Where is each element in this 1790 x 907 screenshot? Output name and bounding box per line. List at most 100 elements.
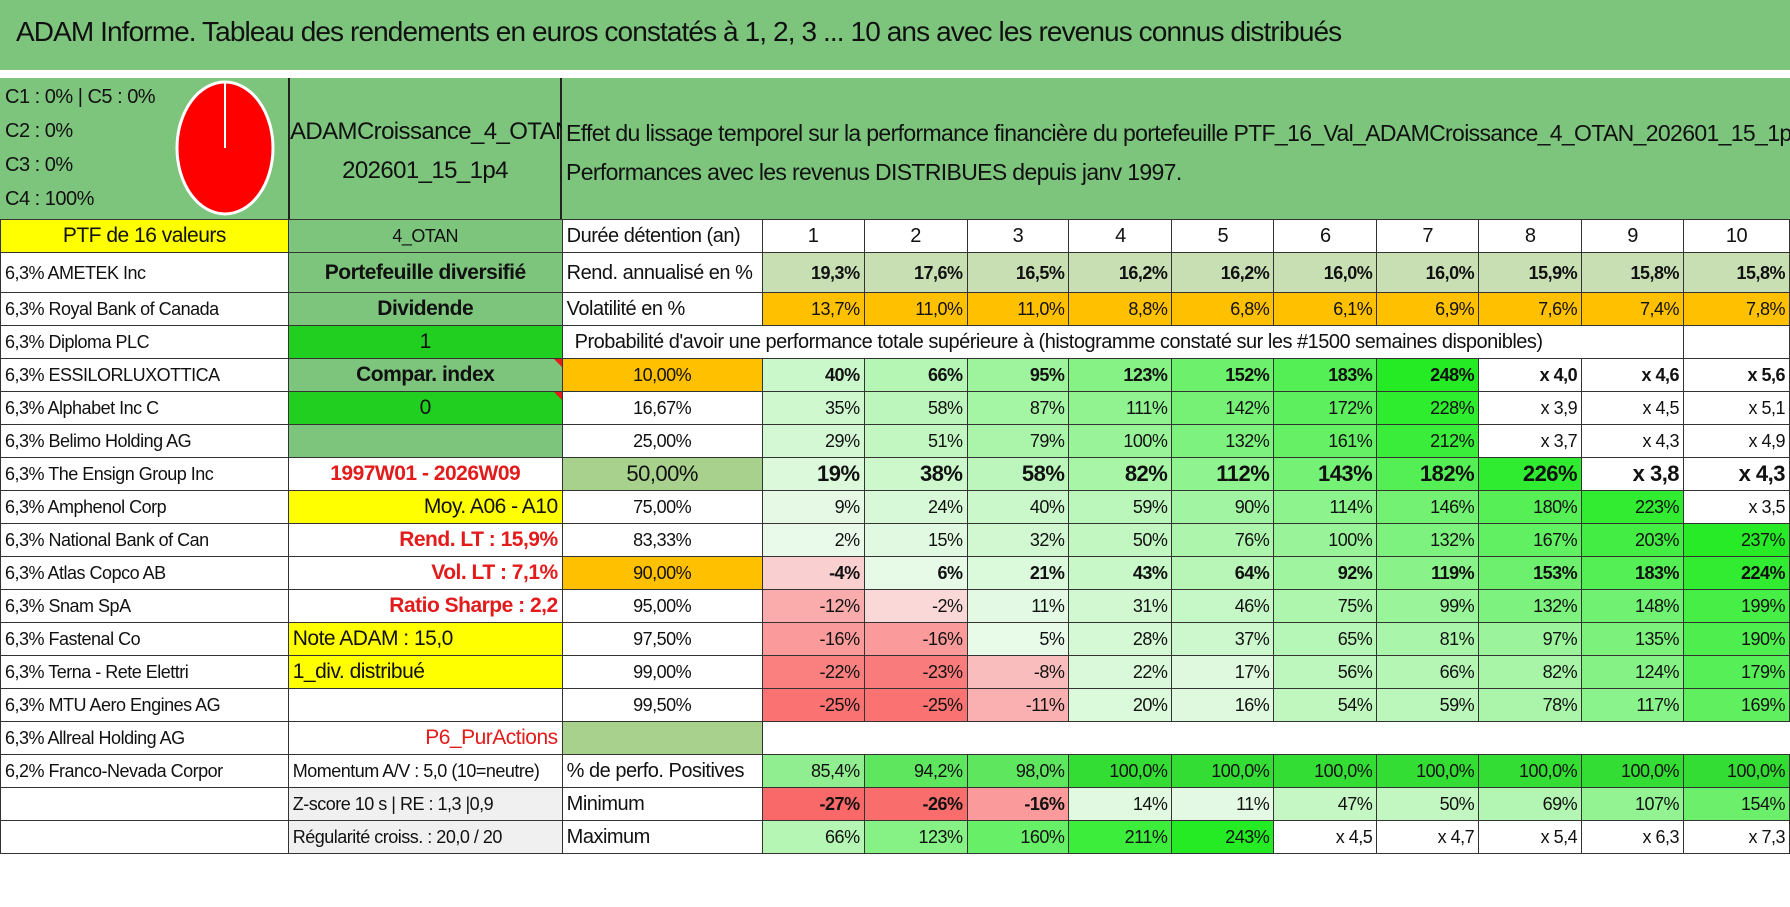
holding-6: 6,3% The Ensign Group Inc	[0, 457, 289, 491]
min-value: -16%	[966, 787, 1070, 821]
quantile-value: 15%	[863, 523, 968, 557]
pos-value: 98,0%	[966, 754, 1070, 788]
quantile-value: 6%	[863, 556, 968, 590]
year-header: 2	[863, 219, 968, 253]
allocation-line-3: C3 : 0%	[5, 154, 73, 176]
quantile-value: 24%	[863, 490, 968, 524]
spacer-green-cell	[561, 721, 763, 755]
pos-value: 85,4%	[761, 754, 865, 788]
pos-value: 100,0%	[1273, 754, 1378, 788]
table-row: 6,3% National Bank of Can Rend. LT : 15,9…	[0, 523, 1790, 557]
portfolio-name-line-1: ADAMCroissance_4_OTAN_	[290, 118, 585, 145]
quantile-label: 99,50%	[561, 688, 763, 722]
vol-value: 7,4%	[1581, 292, 1685, 326]
min-value: -27%	[761, 787, 865, 821]
pos-label: % de perfo. Positives	[561, 754, 763, 788]
quantile-value: 90%	[1171, 490, 1275, 524]
table-row: PTF de 16 valeurs 4_OTAN Durée détention (…	[0, 219, 1790, 253]
info-cell-12: Note ADAM : 15,0	[287, 622, 563, 656]
quantile-value: 167%	[1478, 523, 1583, 557]
quantile-value: 5%	[966, 622, 1070, 656]
vol-value: 6,9%	[1376, 292, 1480, 326]
quantile-value: 224%	[1683, 556, 1790, 590]
quantile-value: 179%	[1683, 655, 1790, 689]
table-row: 6,3% Atlas Copco AB Vol. LT : 7,1% 90,00% -…	[0, 556, 1790, 590]
vol-value: 8,8%	[1068, 292, 1173, 326]
portfolio-name-line-2: 202601_15_1p4	[342, 157, 508, 184]
quantile-value: 123%	[1068, 358, 1173, 392]
quantile-value: 59%	[1068, 490, 1173, 524]
quantile-label: 99,00%	[561, 655, 763, 689]
year-header: 4	[1068, 219, 1173, 253]
max-value: 66%	[761, 820, 865, 854]
quantile-value: -22%	[761, 655, 865, 689]
pos-value: 94,2%	[863, 754, 968, 788]
description: Effet du lissage temporel sur la perform…	[566, 114, 1790, 192]
max-value: x 4,7	[1376, 820, 1480, 854]
info-cell-8: Moy. A06 - A10	[287, 490, 563, 524]
quantile-value: 180%	[1478, 490, 1583, 524]
quantile-value: -12%	[761, 589, 865, 623]
quantile-value: 152%	[1171, 358, 1275, 392]
rend-value: 16,5%	[966, 252, 1070, 293]
quantile-value: 183%	[1273, 358, 1378, 392]
min-value: 11%	[1171, 787, 1275, 821]
quantile-value: 29%	[761, 424, 865, 458]
quantile-value: 190%	[1683, 622, 1790, 656]
quantile-value: 182%	[1376, 457, 1480, 491]
quantile-value: x 3,5	[1683, 490, 1790, 524]
rend-value: 16,2%	[1171, 252, 1275, 293]
quantile-value: 64%	[1171, 556, 1275, 590]
quantile-label: 95,00%	[561, 589, 763, 623]
holding-14: 6,3% Allreal Holding AG	[0, 721, 289, 755]
quantile-value: -11%	[966, 688, 1070, 722]
quantile-value: 35%	[761, 391, 865, 425]
quantile-value: 183%	[1581, 556, 1685, 590]
info-cell-15: P6_PurActions	[287, 721, 563, 755]
max-value: x 7,3	[1683, 820, 1790, 854]
quantile-value: 146%	[1376, 490, 1480, 524]
quantile-value: 124%	[1581, 655, 1685, 689]
pos-value: 100,0%	[1683, 754, 1790, 788]
vol-value: 11,0%	[863, 292, 968, 326]
quantile-value: 87%	[966, 391, 1070, 425]
min-value: 50%	[1376, 787, 1480, 821]
holding-10: 6,3% Snam SpA	[0, 589, 289, 623]
portfolio-name-panel: ADAMCroissance_4_OTAN_ 202601_15_1p4	[288, 78, 585, 219]
max-value: x 5,4	[1478, 820, 1583, 854]
report-title: ADAM Informe. Tableau des rendements en …	[16, 16, 1342, 47]
quantile-value: 132%	[1171, 424, 1275, 458]
title-bar: ADAM Informe. Tableau des rendements en …	[0, 0, 1790, 70]
holding-11: 6,3% Fastenal Co	[0, 622, 289, 656]
rend-value: 16,0%	[1376, 252, 1480, 293]
quantile-value: x 4,5	[1581, 391, 1685, 425]
quantile-value: 111%	[1068, 391, 1173, 425]
quantile-value: 75%	[1273, 589, 1378, 623]
table-row: 6,3% Royal Bank of Canada Dividende Volati…	[0, 292, 1790, 326]
info-cell-18: Régularité croiss. : 20,0 / 20	[287, 820, 563, 854]
table-row: 6,3% Fastenal Co Note ADAM : 15,0 97,50% -1…	[0, 622, 1790, 656]
quantile-value: -25%	[863, 688, 968, 722]
holding-12: 6,3% Terna - Rete Elettri	[0, 655, 289, 689]
quantile-value: x 5,6	[1683, 358, 1790, 392]
quantile-value: 50%	[1068, 523, 1173, 557]
rend-label: Rend. annualisé en %	[561, 252, 763, 293]
info-cell-1: Portefeuille diversifié	[287, 252, 563, 293]
year-header: 6	[1273, 219, 1378, 253]
holding-13: 6,3% MTU Aero Engines AG	[0, 688, 289, 722]
quantile-value: 51%	[863, 424, 968, 458]
min-value: 47%	[1273, 787, 1378, 821]
quantile-value: x 3,8	[1581, 457, 1685, 491]
pos-value: 100,0%	[1376, 754, 1480, 788]
info-cell-6	[287, 424, 563, 458]
holding-4: 6,3% Alphabet Inc C	[0, 391, 289, 425]
max-value: x 6,3	[1581, 820, 1685, 854]
holding-9: 6,3% Atlas Copco AB	[0, 556, 289, 590]
allocation-line-1: C1 : 0% | C5 : 0%	[5, 86, 156, 108]
rend-value: 19,3%	[761, 252, 865, 293]
rend-value: 15,8%	[1581, 252, 1685, 293]
year-header: 8	[1478, 219, 1583, 253]
quantile-value: 2%	[761, 523, 865, 557]
quantile-value: 114%	[1273, 490, 1378, 524]
